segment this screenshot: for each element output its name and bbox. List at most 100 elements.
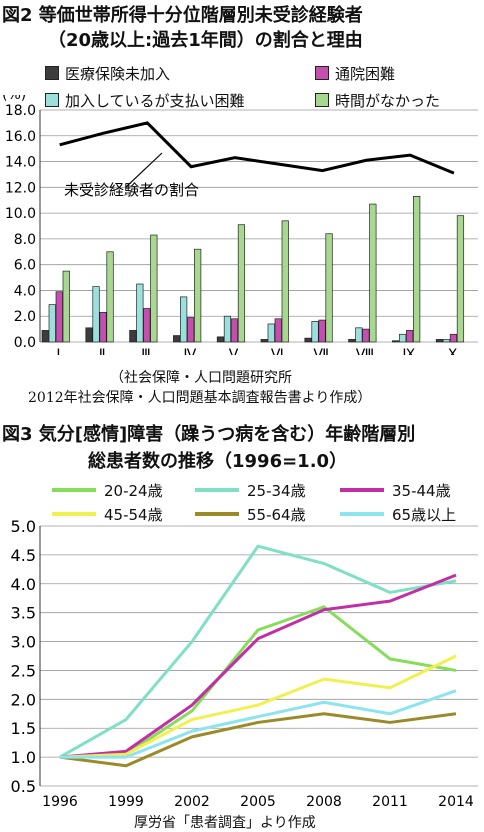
y-tick-label: 14.0 <box>5 155 36 171</box>
x-tick-label: Ⅲ <box>141 347 151 355</box>
legend-label: 35-44歳 <box>392 482 451 500</box>
y-tick-label: 1.5 <box>11 719 36 738</box>
bar <box>41 330 49 343</box>
legend-item-35-44: 35-44歳 <box>340 480 451 501</box>
bar <box>62 270 70 343</box>
bar <box>406 330 414 343</box>
x-tick-label: Ⅰ <box>56 347 60 355</box>
fig3-title-line2: 総患者数の推移（1996=1.0） <box>88 451 348 472</box>
bar <box>99 312 107 343</box>
legend-item-45-54: 45-54歳 <box>52 504 163 525</box>
y-tick-label: 8.0 <box>14 232 36 248</box>
bar <box>173 335 181 343</box>
legend-label: 通院困難 <box>335 65 396 83</box>
bar <box>194 248 202 343</box>
fig2-chart: (%) 0.0 2.0 4.0 6.0 8.0 10.0 12.0 14.0 16.0 18.0 Ⅰ Ⅱ… <box>2 95 478 355</box>
bar <box>413 196 421 343</box>
x-tick-label: 2011 <box>372 794 408 808</box>
y-tick-label: 4.0 <box>14 283 36 299</box>
bar <box>456 215 465 343</box>
bar <box>106 251 114 343</box>
bar <box>449 333 458 343</box>
bar <box>260 339 268 343</box>
bar <box>92 286 100 343</box>
y-tick-label: 2.5 <box>11 661 36 680</box>
bar <box>362 328 370 343</box>
legend-item-cost: 加入しているが支払い困難 <box>45 90 245 111</box>
y-tick-label: 5.0 <box>11 518 36 536</box>
legend-label: 時間がなかった <box>335 92 441 110</box>
bar <box>311 321 319 343</box>
legend-label: 医療保険未加入 <box>65 65 171 83</box>
annotation-leader <box>125 152 163 188</box>
legend-item-access: 通院困難 <box>315 63 395 84</box>
bar <box>399 333 407 343</box>
bar <box>355 327 363 343</box>
y-tick-label: 16.0 <box>5 129 36 145</box>
y-tick-label: 4.5 <box>11 546 36 565</box>
x-tick-label: 1999 <box>108 794 144 808</box>
x-tick-label: Ⅷ <box>356 347 374 355</box>
bar <box>281 220 289 343</box>
y-tick-label: 10.0 <box>5 206 36 222</box>
legend-swatch <box>315 66 329 80</box>
fig2-source-line2: 2012年社会保障・人口問題基本調査報告書より作成） <box>28 390 372 406</box>
legend-line <box>52 488 96 492</box>
x-tick-label: Ⅱ <box>99 347 106 355</box>
bar <box>435 339 444 343</box>
y-tick-label: 0.5 <box>11 777 36 796</box>
bar <box>143 308 151 343</box>
legend-label: 45-54歳 <box>104 506 163 524</box>
legend-item-25-34: 25-34歳 <box>195 480 306 501</box>
x-tick-label: Ⅸ <box>402 347 415 355</box>
legend-label: 25-34歳 <box>247 482 306 500</box>
legend-item-55-64: 55-64歳 <box>195 504 306 525</box>
series-line <box>59 712 457 768</box>
bar <box>267 323 275 343</box>
legend-line <box>195 512 239 516</box>
bar <box>85 327 93 343</box>
bar <box>304 337 312 343</box>
bar <box>129 330 137 343</box>
legend-item-time: 時間がなかった <box>315 90 440 111</box>
series-line <box>59 654 457 759</box>
series-line <box>60 689 457 759</box>
bar <box>442 339 451 343</box>
fig3-title-line1: 図3 気分[感情]障害（躁うつ病を含む）年齢階層別 <box>2 424 416 445</box>
bar <box>216 336 225 343</box>
y-tick-label: 2.0 <box>11 690 36 709</box>
x-tick-label: Ⅳ <box>183 347 196 355</box>
bar <box>187 317 195 343</box>
legend-line <box>340 488 384 492</box>
fig2-source-line1: （社会保障・人口問題研究所 <box>110 370 292 386</box>
legend-line <box>195 488 239 492</box>
y-tick-label: 18.0 <box>5 103 36 119</box>
bar <box>274 318 282 343</box>
bar <box>369 203 377 343</box>
legend-swatch <box>45 66 59 80</box>
series-line <box>59 573 457 759</box>
bar <box>136 283 144 343</box>
fig3-source: 厚労省「患者調査」より作成 <box>134 815 316 831</box>
y-tick-label: 1.0 <box>11 748 36 767</box>
x-tick-label: 1996 <box>42 794 78 808</box>
fig3-chart: 0.5 1.0 1.5 2.0 2.5 3.0 3.5 4.0 4.5 5.0 1996 1999 20… <box>11 518 478 808</box>
legend-line <box>52 512 96 516</box>
series-line <box>59 544 457 759</box>
x-tick-label: Ⅴ <box>229 347 239 355</box>
legend-item-uninsured: 医療保険未加入 <box>45 63 170 84</box>
legend-item-20-24: 20-24歳 <box>52 480 163 501</box>
y-tick-label: 3.5 <box>11 604 36 623</box>
legend-swatch <box>45 93 59 107</box>
legend-label: 加入しているが支払い困難 <box>65 92 245 110</box>
x-tick-label: 2005 <box>240 794 276 808</box>
x-tick-label: 2014 <box>438 794 474 808</box>
legend-label: 20-24歳 <box>104 482 163 500</box>
bar <box>223 315 232 343</box>
y-tick-label: 3.0 <box>11 633 36 652</box>
y-tick-label: 0.0 <box>14 335 36 351</box>
bar <box>237 224 246 343</box>
legend-swatch <box>315 93 329 107</box>
legend-label: 65歳以上 <box>392 506 457 524</box>
bar <box>348 339 356 343</box>
